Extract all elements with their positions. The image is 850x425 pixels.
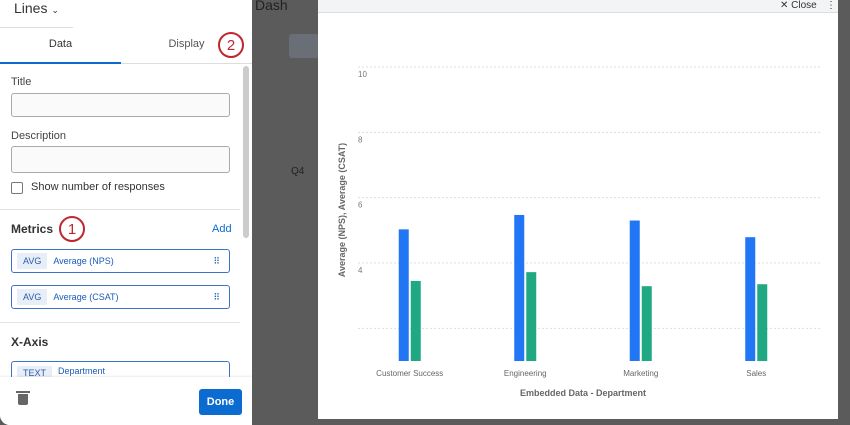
metric-tag: AVG (17, 253, 48, 269)
y-tick-label: 8 (358, 135, 363, 144)
filter-button[interactable] (289, 34, 319, 58)
dashboard-title[interactable]: Dash (255, 0, 288, 13)
chevron-down-icon: ⌄ (51, 5, 59, 15)
modal-header: ✕ Close ⋮ (318, 0, 838, 13)
widget-type-dropdown[interactable]: Lines ⌄ (14, 0, 59, 16)
tab-display[interactable]: Display (168, 38, 205, 50)
close-button[interactable]: ✕ Close (780, 0, 817, 12)
field-name: Department (58, 366, 106, 376)
done-button[interactable]: Done (199, 389, 242, 415)
row-label: Q4 (291, 166, 305, 177)
description-textarea[interactable] (11, 146, 230, 173)
close-icon: ✕ (780, 0, 789, 11)
widget-type-label: Lines (14, 0, 48, 16)
show-responses-checkbox[interactable] (11, 182, 23, 194)
metric-name: Average (CSAT) (53, 292, 119, 302)
tab-data[interactable]: Data (48, 38, 73, 50)
bar-csat (757, 284, 768, 361)
bar-chart: 10 8 6 4 Customer Success Engineering Marketin… (337, 66, 820, 398)
scrollbar[interactable] (243, 66, 249, 238)
y-tick-label: 4 (358, 266, 363, 275)
bar-nps (514, 214, 525, 361)
metric-tag: AVG (17, 289, 48, 305)
metric-item[interactable]: AVG Average (CSAT) ⠿ (11, 285, 230, 309)
annotation-2: 2 (218, 32, 244, 58)
bar-csat (526, 272, 537, 361)
title-label: Title (11, 76, 32, 88)
drag-handle-icon[interactable]: ⠿ (213, 291, 220, 302)
add-metric-link[interactable]: Add (212, 223, 232, 235)
bar-nps (745, 237, 756, 361)
panel-footer: Done (0, 377, 252, 425)
edit-panel: Lines ⌄ Data Display 2 Title Description… (0, 0, 252, 425)
x-tick-label: Sales (746, 369, 766, 378)
metrics-heading: Metrics (11, 222, 54, 236)
bar-nps (629, 220, 640, 361)
y-tick-label: 10 (358, 70, 367, 79)
x-tick-label: Marketing (623, 369, 658, 378)
x-tick-label: Customer Success (376, 369, 443, 378)
active-tab-indicator (0, 62, 121, 64)
x-axis-title: Embedded Data - Department (520, 388, 646, 398)
bar-csat (641, 286, 652, 361)
title-input[interactable] (11, 93, 230, 117)
metric-name: Average (NPS) (53, 256, 114, 266)
bar-csat (410, 280, 421, 361)
show-responses-label: Show number of responses (31, 181, 165, 193)
x-tick-label: Engineering (504, 369, 547, 378)
annotation-1: 1 (59, 216, 85, 242)
bar-nps (398, 229, 409, 361)
trash-icon[interactable] (16, 391, 30, 405)
y-axis-title: Average (NPS), Average (CSAT) (337, 143, 347, 277)
y-tick-label: 6 (358, 201, 363, 210)
drag-handle-icon[interactable]: ⠿ (213, 255, 220, 266)
description-label: Description (11, 130, 67, 142)
more-options-icon[interactable]: ⋮ (826, 0, 836, 11)
x-axis-heading: X-Axis (11, 335, 49, 349)
field-tag: TEXT (17, 366, 53, 380)
close-label: Close (791, 0, 817, 11)
metric-item[interactable]: AVG Average (NPS) ⠿ (11, 249, 230, 273)
chart-preview-modal: ✕ Close ⋮ 10 8 6 4 Customer Success Engineeri… (318, 0, 838, 419)
